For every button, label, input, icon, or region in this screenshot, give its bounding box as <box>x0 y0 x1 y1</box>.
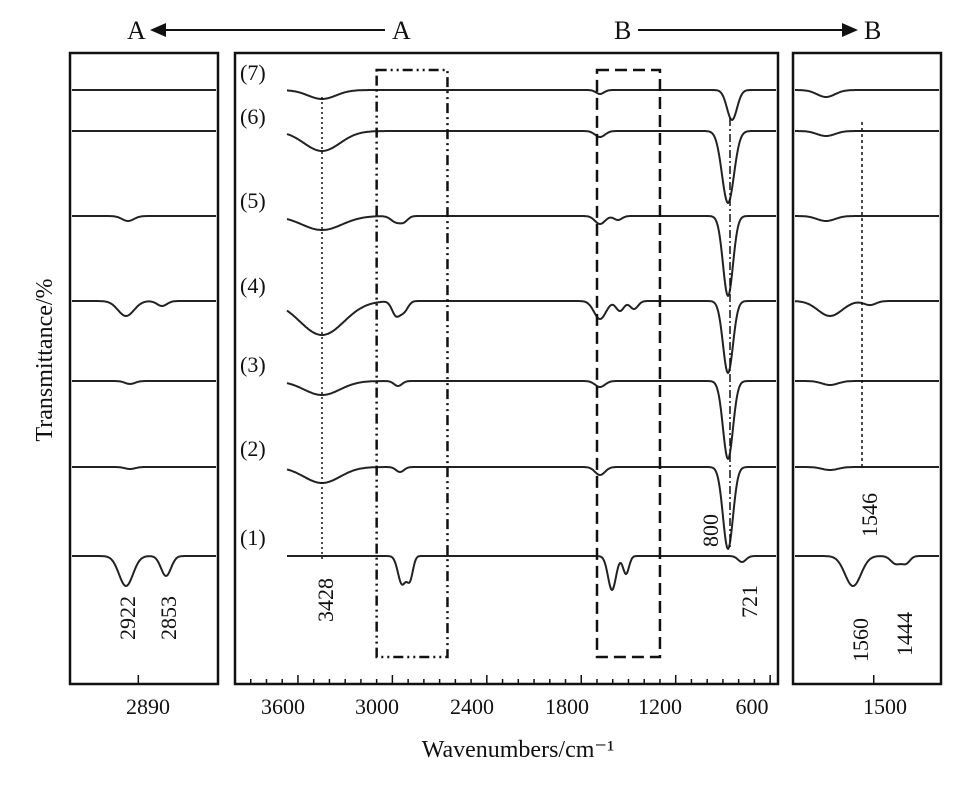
spectrum-main-6 <box>286 130 776 204</box>
spectrum-main-7 <box>286 89 776 121</box>
spectrum-main-3 <box>286 380 776 460</box>
spectrum-left-5 <box>72 215 216 222</box>
spectrum-right-7 <box>795 89 939 98</box>
label-b-right: B <box>864 16 881 45</box>
spectrum-right-5 <box>795 215 939 222</box>
annotation-721: 721 <box>737 585 762 618</box>
annotation-1444: 1444 <box>892 612 917 656</box>
main-panel-frame <box>233 51 780 686</box>
annotation-2922: 2922 <box>115 596 140 640</box>
annotation-1560: 1560 <box>848 618 873 662</box>
spectrum-right-1 <box>795 555 939 587</box>
tick-label-2890: 2890 <box>126 694 170 719</box>
annotation-2853: 2853 <box>156 596 181 640</box>
series-label-6: (6) <box>240 104 266 129</box>
annotation-800: 800 <box>698 514 723 547</box>
spectrum-right-3 <box>795 380 939 386</box>
tick-label-3000: 3000 <box>355 694 399 719</box>
label-b-left: B <box>614 16 631 45</box>
x-axis-label: Wavenumbers/cm⁻¹ <box>422 737 615 763</box>
arrow-b-head <box>842 23 858 37</box>
tick-label-600: 600 <box>736 694 769 719</box>
arrow-a-head <box>150 23 166 37</box>
tick-label-2400: 2400 <box>450 694 494 719</box>
label-a-right: A <box>392 16 411 45</box>
series-label-2: (2) <box>240 436 266 461</box>
spectrum-right-6 <box>795 130 939 137</box>
spectrum-right-2 <box>795 466 939 471</box>
series-label-7: (7) <box>240 60 266 85</box>
axis-ticks <box>137 675 875 684</box>
spectrum-left-4 <box>72 300 216 317</box>
label-a-left: A <box>127 16 146 45</box>
series-label-3: (3) <box>240 352 266 377</box>
spectrum-main-1 <box>287 555 776 591</box>
right-panel-frame <box>791 51 943 686</box>
series-label-1: (1) <box>240 525 266 550</box>
tick-label-1500: 1500 <box>863 694 907 719</box>
spectrum-left-1 <box>72 555 216 587</box>
spectrum-main-4 <box>286 300 776 374</box>
spectrum-main-5 <box>286 215 776 297</box>
guide-lines <box>321 68 863 659</box>
y-axis-label: Transmittance/% <box>32 278 58 441</box>
spectrum-left-3 <box>72 380 216 385</box>
spectrum-left-2 <box>72 466 216 470</box>
series-label-5: (5) <box>240 188 266 213</box>
annotation-1546: 1546 <box>857 493 882 537</box>
spectrum-right-4 <box>794 300 939 317</box>
spectra-group <box>72 89 939 591</box>
tick-label-3600: 3600 <box>261 694 305 719</box>
annotation-3428: 3428 <box>313 578 338 622</box>
region-a <box>375 68 449 659</box>
left-panel-frame <box>68 51 220 686</box>
spectrum-main-2 <box>286 466 776 550</box>
tick-label-1800: 1800 <box>545 694 589 719</box>
tick-label-1200: 1200 <box>638 694 682 719</box>
series-label-4: (4) <box>240 273 266 298</box>
